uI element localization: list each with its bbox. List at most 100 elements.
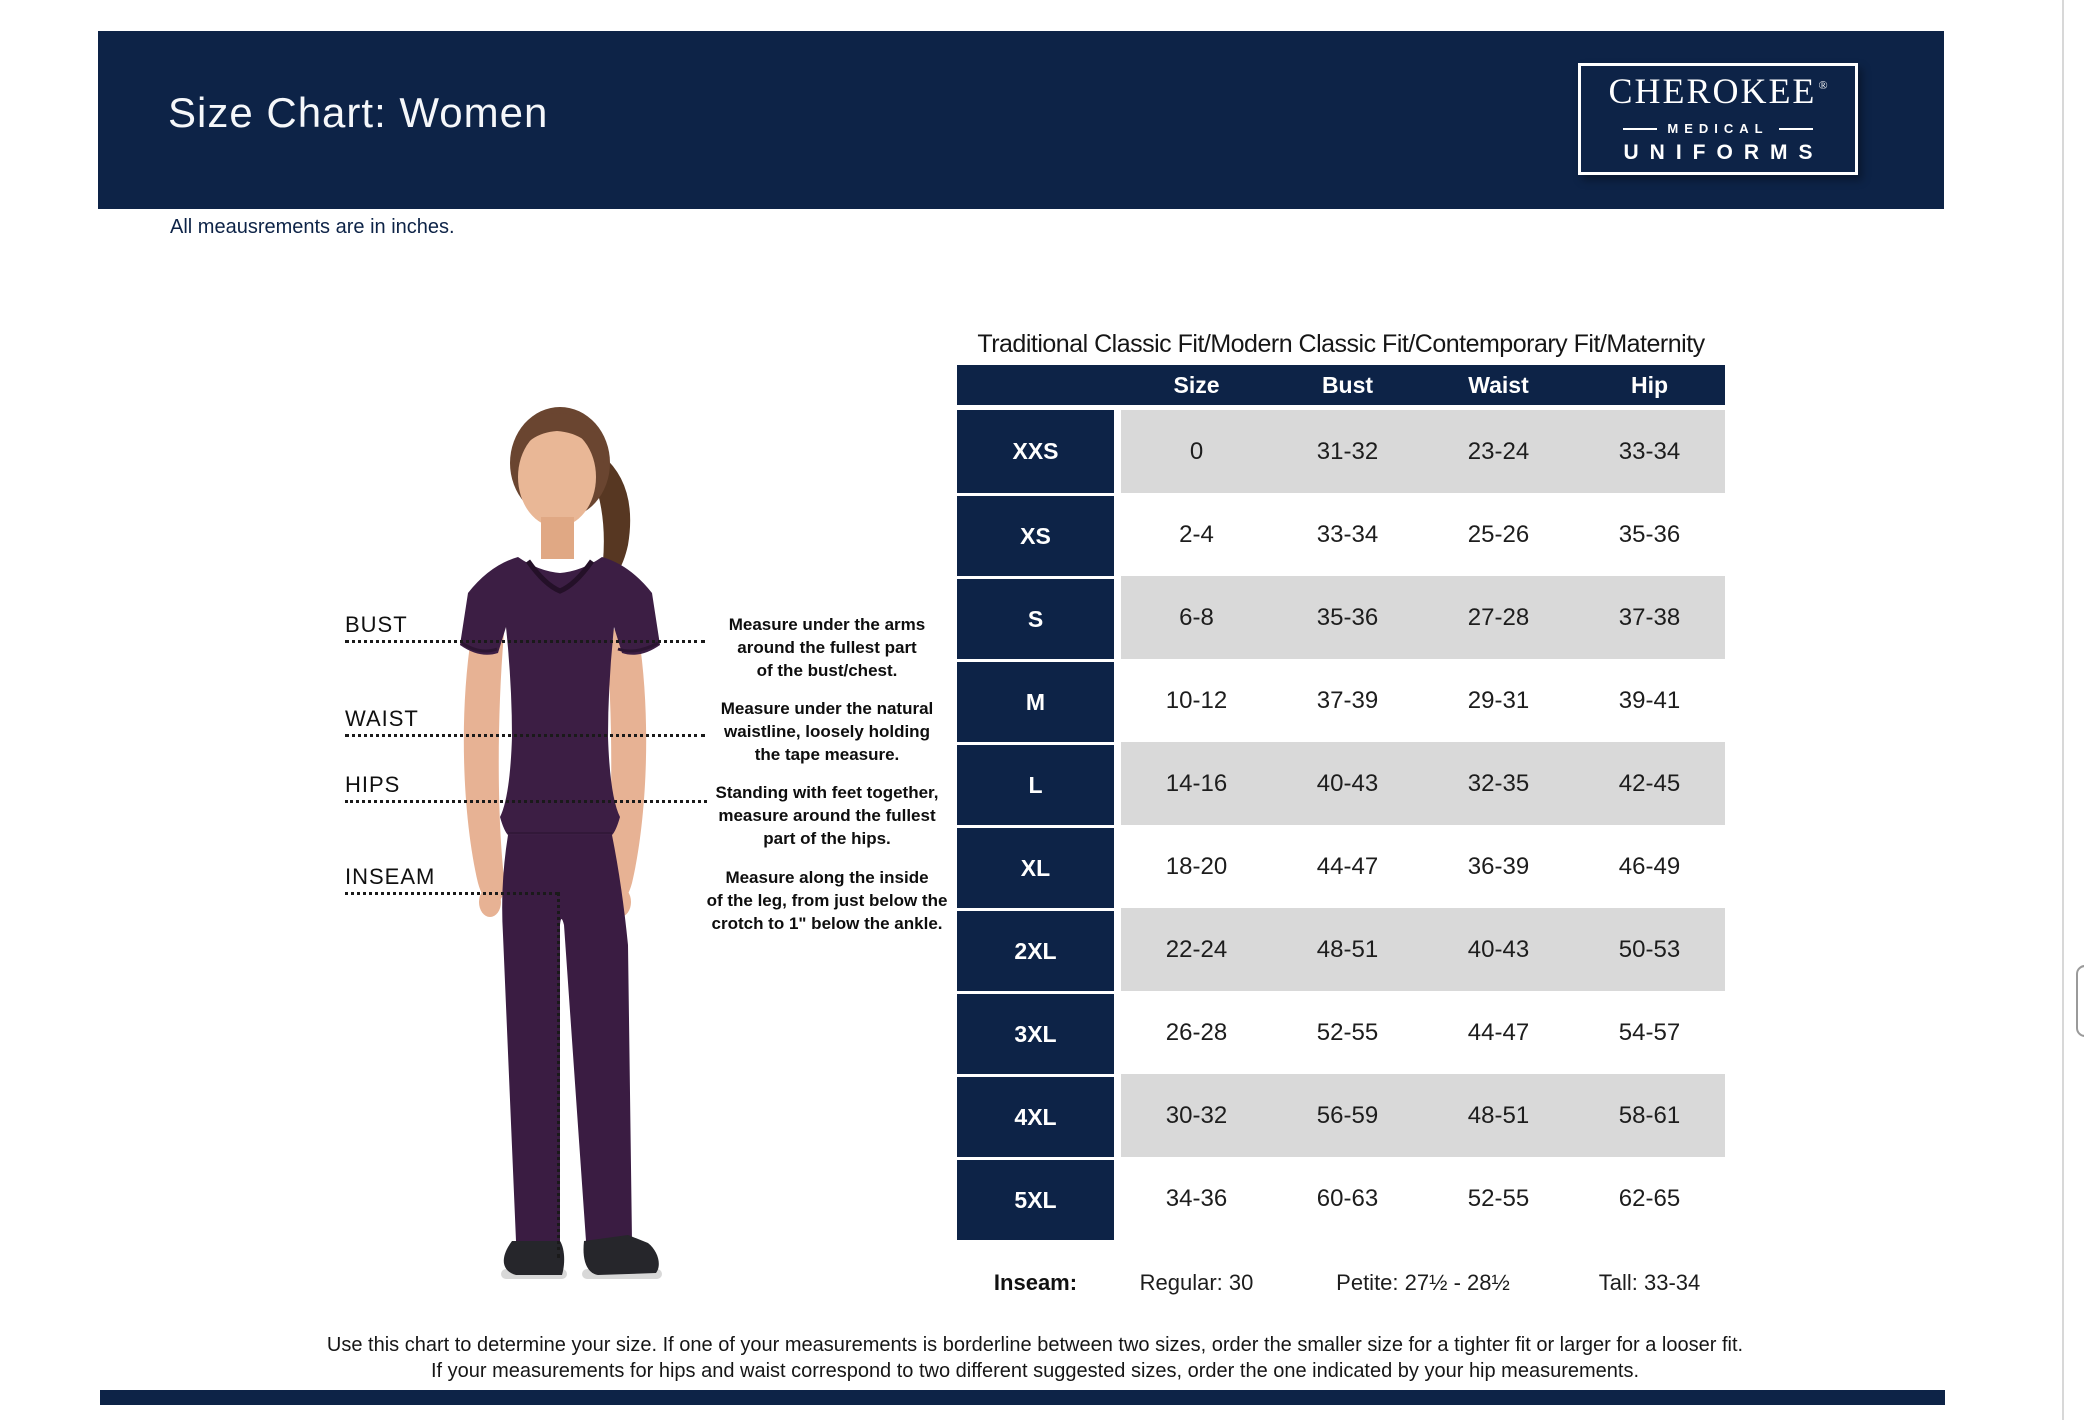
cell-waist: 29-31 (1467, 686, 1530, 714)
cell-bust: 60-63 (1316, 1184, 1379, 1212)
logo-rule-right (1778, 127, 1813, 130)
cell-waist: 40-43 (1467, 935, 1530, 963)
table-row: XL 18-20 44-47 36-39 46-49 (957, 825, 1725, 908)
cell-hip: 62-65 (1618, 1184, 1681, 1212)
hips-dotted-line (345, 800, 707, 803)
units-note: All meausrements are in inches. (170, 216, 455, 238)
table-row: 2XL 22-24 48-51 40-43 50-53 (957, 908, 1725, 991)
registered-mark-icon: ® (1818, 78, 1830, 92)
table-row: XXS 0 31-32 23-24 33-34 (957, 410, 1725, 493)
waist-instruction: Measure under the natural waistline, loo… (720, 699, 934, 764)
table-row: L 14-16 40-43 32-35 42-45 (957, 742, 1725, 825)
cell-hip: 33-34 (1618, 437, 1681, 465)
vertical-scrollbar-thumb[interactable] (2076, 965, 2084, 1037)
cell-waist: 52-55 (1467, 1184, 1530, 1212)
size-label: 4XL (957, 1074, 1114, 1157)
size-label: XXS (957, 410, 1114, 493)
cell-bust: 40-43 (1316, 769, 1379, 797)
page-title: Size Chart: Women (168, 89, 549, 136)
inseam-regular: Regular: 30 (1139, 1270, 1254, 1295)
bust-label: BUST (345, 612, 408, 637)
logo-uniforms-text: UNIFORMS (1623, 141, 1824, 164)
inseam-tall: Tall: 33-34 (1598, 1270, 1701, 1295)
size-label: 2XL (957, 908, 1114, 991)
cell-bust: 31-32 (1316, 437, 1379, 465)
cell-waist: 48-51 (1467, 1101, 1530, 1129)
inseam-label: INSEAM (345, 864, 436, 889)
cell-waist: 36-39 (1467, 852, 1530, 880)
row-values: 30-32 56-59 48-51 58-61 (1121, 1074, 1725, 1157)
cell-size: 6-8 (1179, 603, 1214, 631)
row-gap (1114, 825, 1121, 908)
inseam-instruction: Measure along the inside of the leg, fro… (706, 868, 948, 933)
cell-hip: 50-53 (1618, 935, 1681, 963)
table-row: S 6-8 35-36 27-28 37-38 (957, 576, 1725, 659)
column-header-bust: Bust (1321, 371, 1374, 398)
bust-dotted-line (345, 640, 705, 643)
size-label: XS (957, 493, 1114, 576)
table-header-row: Size Bust Waist Hip (957, 365, 1725, 405)
cell-size: 0 (1189, 437, 1204, 465)
row-gap (1114, 742, 1121, 825)
size-label: XL (957, 825, 1114, 908)
table-row: M 10-12 37-39 29-31 39-41 (957, 659, 1725, 742)
waist-label: WAIST (345, 706, 419, 731)
size-label: 3XL (957, 991, 1114, 1074)
cell-size: 22-24 (1165, 935, 1228, 963)
cell-hip: 35-36 (1618, 520, 1681, 548)
table-title: Traditional Classic Fit/Modern Classic F… (977, 330, 1705, 358)
row-values: 34-36 60-63 52-55 62-65 (1121, 1157, 1725, 1240)
cell-bust: 56-59 (1316, 1101, 1379, 1129)
row-gap (1114, 1074, 1121, 1157)
row-values: 0 31-32 23-24 33-34 (1121, 410, 1725, 493)
bust-instruction: Measure under the arms around the fulles… (728, 615, 926, 680)
inseam-dotted-line (345, 892, 558, 895)
cell-hip: 54-57 (1618, 1018, 1681, 1046)
logo-brand: CHEROKEE ® (1608, 73, 1827, 117)
logo-medical-line: MEDICAL (1623, 121, 1813, 136)
inseam-petite: Petite: 27½ - 28½ (1336, 1270, 1510, 1295)
waist-dotted-line (345, 734, 705, 737)
size-label: M (957, 659, 1114, 742)
cell-size: 34-36 (1165, 1184, 1228, 1212)
inseam-vertical-dotted-line (557, 892, 560, 1258)
column-header-size: Size (1173, 371, 1220, 398)
cell-bust: 48-51 (1316, 935, 1379, 963)
model-figure (460, 407, 662, 1279)
size-label: L (957, 742, 1114, 825)
row-gap (1114, 576, 1121, 659)
cell-waist: 23-24 (1467, 437, 1530, 465)
cell-size: 2-4 (1179, 520, 1214, 548)
inseam-row-label: Inseam: (993, 1270, 1078, 1295)
cell-bust: 52-55 (1316, 1018, 1379, 1046)
table-row: 3XL 26-28 52-55 44-47 54-57 (957, 991, 1725, 1074)
cell-waist: 25-26 (1467, 520, 1530, 548)
table-row: 4XL 30-32 56-59 48-51 58-61 (957, 1074, 1725, 1157)
column-header-hip: Hip (1630, 371, 1669, 398)
cell-waist: 44-47 (1467, 1018, 1530, 1046)
row-values: 6-8 35-36 27-28 37-38 (1121, 576, 1725, 659)
table-row: XS 2-4 33-34 25-26 35-36 (957, 493, 1725, 576)
cell-hip: 58-61 (1618, 1101, 1681, 1129)
row-gap (1114, 410, 1121, 493)
header-bar: Size Chart: Women CHEROKEE ® MEDICAL UNIF… (98, 31, 1944, 209)
inseam-row: Inseam: Regular: 30 Petite: 27½ - 28½ Ta… (957, 1240, 1725, 1326)
size-label: 5XL (957, 1157, 1114, 1240)
table-row: 5XL 34-36 60-63 52-55 62-65 (957, 1157, 1725, 1240)
row-values: 2-4 33-34 25-26 35-36 (1121, 493, 1725, 576)
cell-hip: 37-38 (1618, 603, 1681, 631)
hips-instruction: Standing with feet together, measure aro… (715, 783, 939, 848)
row-gap (1114, 493, 1121, 576)
cell-size: 18-20 (1165, 852, 1228, 880)
cell-bust: 37-39 (1316, 686, 1379, 714)
row-values: 18-20 44-47 36-39 46-49 (1121, 825, 1725, 908)
size-label: S (957, 576, 1114, 659)
cell-size: 26-28 (1165, 1018, 1228, 1046)
hips-label: HIPS (345, 772, 401, 797)
right-divider (2062, 0, 2064, 1420)
cell-bust: 35-36 (1316, 603, 1379, 631)
cell-hip: 42-45 (1618, 769, 1681, 797)
row-gap (1114, 1157, 1121, 1240)
logo-medical-text: MEDICAL (1667, 121, 1769, 136)
